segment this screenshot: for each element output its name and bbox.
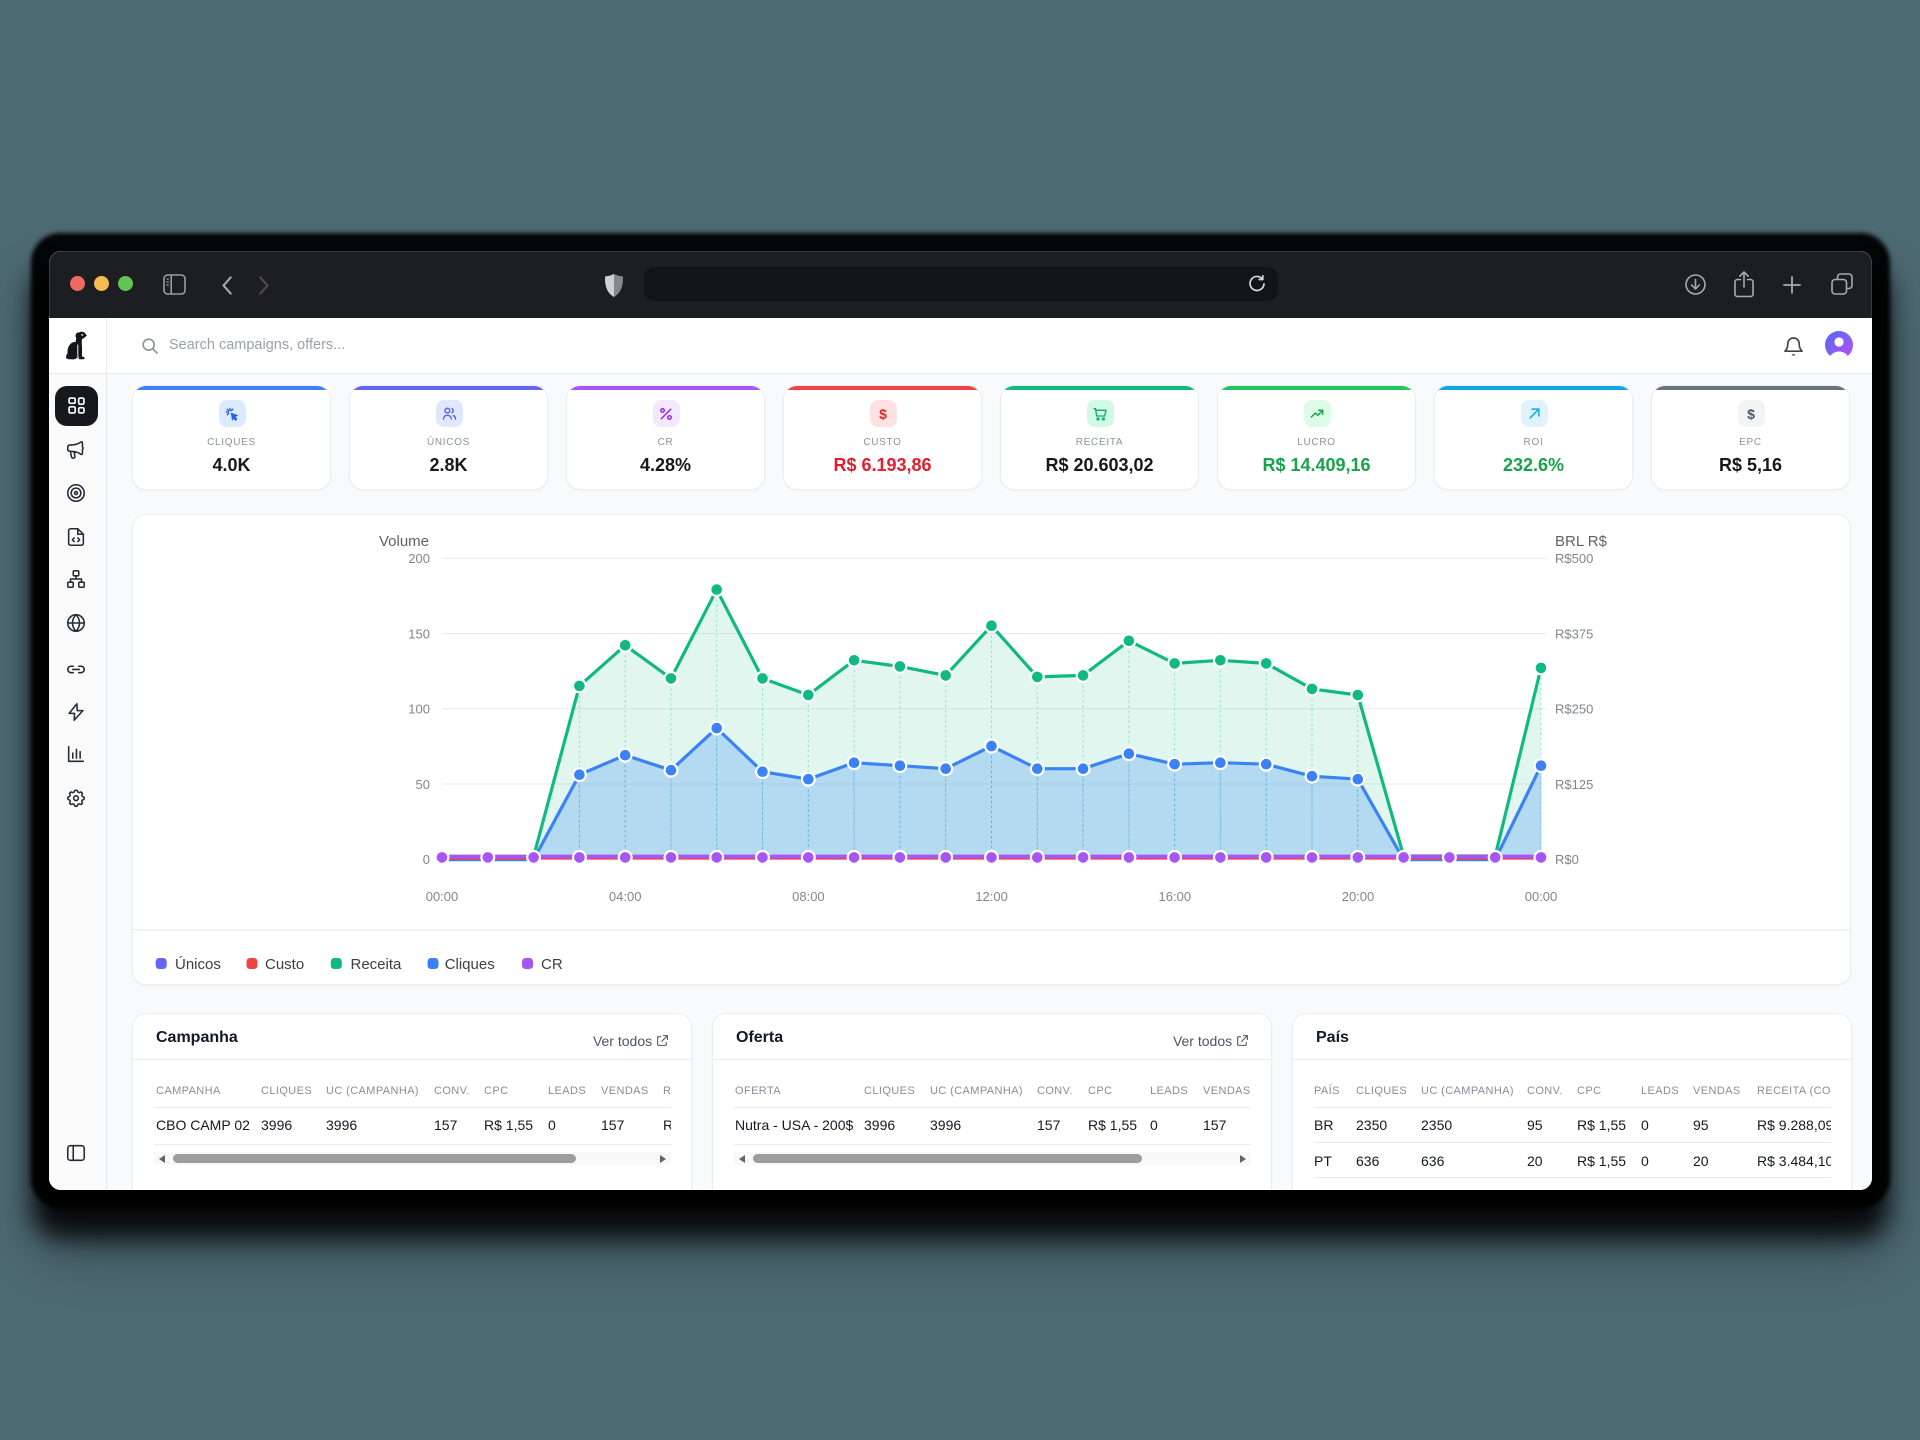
svg-text:R$0: R$0	[1555, 852, 1579, 867]
svg-text:R$250: R$250	[1555, 702, 1593, 717]
svg-text:200: 200	[408, 551, 430, 566]
svg-text:00:00: 00:00	[426, 889, 459, 904]
svg-text:Receita: Receita	[351, 956, 403, 973]
svg-text:50: 50	[416, 777, 430, 792]
svg-text:08:00: 08:00	[792, 889, 825, 904]
svg-text:Volume: Volume	[379, 533, 429, 550]
svg-text:BRL R$: BRL R$	[1555, 533, 1608, 550]
svg-text:R$125: R$125	[1555, 777, 1593, 792]
svg-text:Cliques: Cliques	[445, 956, 495, 973]
svg-text:150: 150	[408, 627, 430, 642]
svg-text:Únicos: Únicos	[175, 956, 221, 973]
svg-text:R$500: R$500	[1555, 551, 1593, 566]
svg-text:100: 100	[408, 702, 430, 717]
svg-text:R$375: R$375	[1555, 627, 1593, 642]
svg-text:Custo: Custo	[265, 956, 304, 973]
svg-text:CR: CR	[541, 956, 563, 973]
svg-text:16:00: 16:00	[1159, 889, 1192, 904]
svg-text:12:00: 12:00	[975, 889, 1008, 904]
svg-text:0: 0	[423, 852, 430, 867]
svg-text:20:00: 20:00	[1342, 889, 1375, 904]
svg-text:00:00: 00:00	[1525, 889, 1558, 904]
svg-text:04:00: 04:00	[609, 889, 642, 904]
